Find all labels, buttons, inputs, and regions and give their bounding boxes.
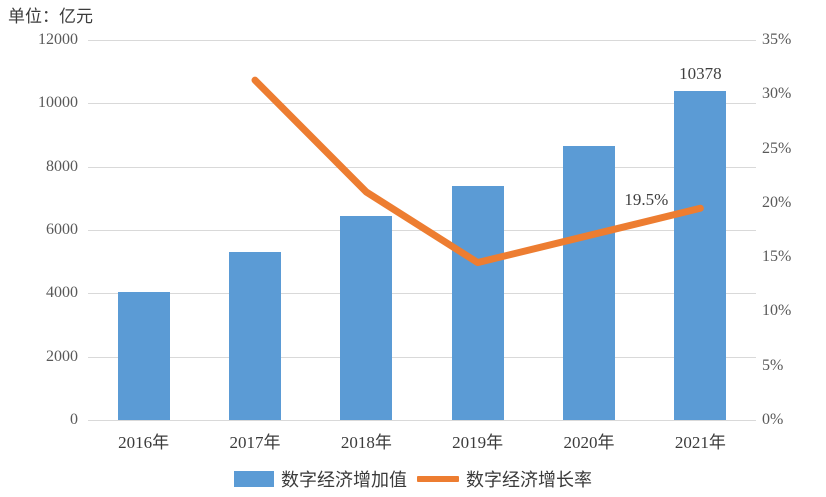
y-axis-left-tick: 8000 (46, 157, 78, 175)
bar-2020年[interactable] (563, 145, 615, 420)
y-axis-right-tick: 10% (762, 302, 792, 320)
gridline (88, 293, 756, 295)
bar-2019年[interactable] (451, 185, 504, 420)
x-axis: 2016年 2017年 2018年 2019年 2020年 2021年 (88, 428, 756, 460)
y-axis-left-tick: 0 (70, 411, 78, 428)
gridline (88, 40, 756, 41)
y-axis-right-tick: 20% (762, 193, 792, 211)
x-axis-tick-2017年: 2017年 (229, 433, 281, 452)
legend-item-label: 数字经济增加值 (281, 470, 407, 490)
y-axis-right-tick: 35% (762, 31, 792, 48)
bar-2018年[interactable] (340, 216, 393, 420)
x-axis-tick-2021年: 2021年 (674, 433, 726, 452)
line-value-label: 19.5% (622, 190, 671, 211)
y-axis-left-tick: 10000 (38, 94, 78, 112)
unit-caption: 单位：亿元 (8, 7, 93, 26)
y-axis-right-tick: 30% (762, 85, 792, 103)
y-axis-right-tick: 15% (762, 248, 792, 266)
y-axis-left-tick: 2000 (46, 347, 78, 365)
gridline (88, 356, 756, 358)
chart-legend: 数字经济增加值 数字经济增长率 (0, 466, 826, 492)
x-axis-tick-2019年: 2019年 (452, 433, 504, 452)
x-axis-tick-2018年: 2018年 (340, 433, 392, 452)
bar-value-label: 10378 (679, 64, 722, 84)
gridline (88, 230, 756, 231)
y-axis-right: 0% 5% 10% 15% 20% 25% 30% 35% (762, 31, 824, 428)
y-axis-right-tick: 0% (762, 411, 784, 428)
bar-2021年[interactable] (674, 91, 727, 420)
gridline (88, 103, 756, 105)
bar-2017年[interactable] (229, 252, 281, 420)
legend-item-2[interactable]: 数字经济增长率 (417, 466, 592, 492)
y-axis-right-tick: 5% (762, 356, 784, 374)
y-axis-left-tick: 12000 (38, 31, 78, 48)
x-axis-tick-2016年: 2016年 (118, 433, 170, 452)
legend-item-label: 数字经济增长率 (466, 470, 592, 490)
y-axis-right-tick: 25% (762, 139, 792, 157)
y-axis-left-tick: 4000 (46, 284, 78, 302)
legend-item-1[interactable]: 数字经济增加值 (234, 466, 407, 492)
plot-area: 10378 19.5% (88, 40, 756, 421)
legend-bar-swatch-icon (234, 471, 274, 487)
bar-2016年[interactable] (117, 292, 170, 420)
x-axis-tick-2020年: 2020年 (563, 433, 615, 452)
y-axis-left-tick: 6000 (46, 221, 78, 238)
legend-line-swatch-icon (417, 476, 459, 482)
gridline (88, 420, 756, 421)
y-axis-left: 0 2000 4000 6000 8000 10000 12000 (0, 31, 78, 428)
gridline (88, 166, 756, 168)
